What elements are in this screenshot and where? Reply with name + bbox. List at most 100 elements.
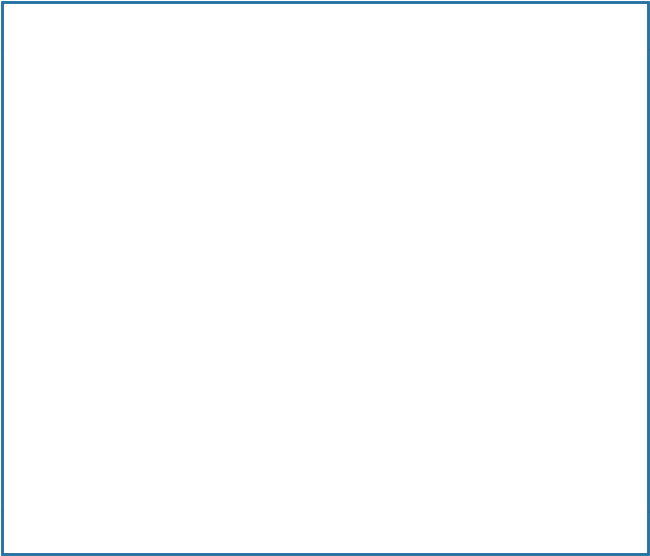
Text: No: No	[228, 356, 242, 366]
Text: Some: Some	[228, 423, 255, 433]
Text: –: –	[371, 423, 376, 433]
Text: No: No	[300, 158, 313, 168]
Text: 0.1: 0.1	[92, 381, 107, 391]
Text: COMMENTS: COMMENTS	[371, 21, 435, 31]
Text: No: No	[300, 339, 313, 349]
Text: Vel: Vel	[9, 473, 24, 483]
Text: LWᵃ: LWᵃ	[9, 423, 27, 433]
Text: Yes: Yes	[228, 473, 244, 483]
Bar	[2, 171, 648, 188]
Bar	[2, 154, 648, 171]
Text: Yes: Yes	[228, 53, 244, 63]
Text: Crᵃ: Crᵃ	[9, 242, 23, 252]
Text: Mild: Mild	[300, 175, 320, 185]
Text: No: No	[228, 158, 242, 168]
Text: Yes: Yes	[228, 381, 244, 391]
Text: No: No	[300, 473, 313, 483]
Text: Ykᵃ: Ykᵃ	[9, 356, 25, 366]
Text: ASSOCIATED
HTR: ASSOCIATED HTR	[228, 14, 297, 37]
Text: Xgᵃ only antigen in system: Xgᵃ only antigen in system	[371, 133, 502, 143]
Text: No: No	[300, 497, 313, 507]
Text: Ch1: Ch1	[9, 273, 29, 283]
Bar	[2, 67, 648, 97]
Text: 65 (males); 88 (females): 65 (males); 88 (females)	[92, 133, 213, 143]
Text: Inᵃ: Inᵃ	[9, 381, 22, 391]
Bar	[2, 196, 648, 214]
Text: 99: 99	[92, 398, 104, 408]
Text: Corresponds to HLA-B7, detectable on red cells: Corresponds to HLA-B7, detectable on red…	[371, 497, 602, 507]
Bar	[2, 129, 648, 146]
Text: Ge3: Ge3	[9, 217, 29, 227]
Text: HTR, haemolytic transfusion reactions; HDN, haemolytic disease of the newborn.
*: HTR, haemolytic transfusion reactions; H…	[9, 523, 417, 542]
Text: No: No	[300, 398, 313, 408]
Text: No: No	[300, 356, 313, 366]
Text: 10 antigens in CR system: 10 antigens in CR system	[371, 242, 497, 252]
Text: No: No	[300, 297, 313, 307]
Text: Part of DI system. Diᵃ: Part of DI system. Diᵃ	[371, 53, 476, 63]
Text: ASSOCIATED
HDN: ASSOCIATED HDN	[300, 14, 369, 37]
Bar	[2, 353, 648, 370]
Text: No: No	[300, 321, 313, 331]
Text: 100: 100	[92, 242, 110, 252]
Text: Belong to KN system of 5 antigens: Belong to KN system of 5 antigens	[371, 321, 541, 331]
Text: Diᵃ: Diᵃ	[9, 53, 23, 63]
Text: Inᵇ: Inᵇ	[9, 398, 23, 408]
Text: 100: 100	[92, 200, 110, 210]
Text: No: No	[300, 381, 313, 391]
Bar	[2, 511, 648, 554]
Bar	[2, 263, 648, 293]
Bar	[2, 419, 648, 436]
Text: No: No	[228, 273, 242, 283]
Text: Yes: Yes	[228, 77, 244, 87]
Text: One of 901 series;* complement binding: One of 901 series;* complement binding	[371, 473, 569, 483]
Bar	[2, 469, 648, 486]
Text: reside on C4: reside on C4	[371, 297, 432, 307]
Text: No: No	[228, 448, 242, 458]
Text: >99.9: >99.9	[92, 473, 122, 483]
Text: Some: Some	[228, 242, 255, 252]
Text: 92: 92	[92, 356, 104, 366]
Text: No: No	[228, 321, 242, 331]
Text: Sc2: Sc2	[9, 175, 27, 185]
Text: Xgᵃ: Xgᵃ	[9, 133, 26, 143]
Bar	[2, 49, 648, 67]
Text: Rarely: Rarely	[300, 133, 331, 143]
Text: Diᵇ: Diᵇ	[9, 77, 23, 87]
Text: >99.9: >99.9	[92, 217, 122, 227]
Text: 96: 96	[92, 273, 104, 283]
Text: 7 antigens in GE system: 7 antigens in GE system	[371, 200, 490, 210]
Text: Knᵃ: Knᵃ	[9, 321, 25, 331]
Text: Sc1: Sc1	[9, 158, 27, 168]
Text: <0.1: <0.1	[92, 108, 115, 118]
Text: One of 901 series* of high-incidence antigens: One of 901 series* of high-incidence ant…	[371, 448, 595, 458]
Text: Yes: Yes	[300, 77, 315, 87]
Text: No: No	[228, 339, 242, 349]
Text: No: No	[228, 175, 242, 185]
Text: No: No	[300, 273, 313, 283]
Text: Rg1: Rg1	[9, 297, 29, 307]
Text: No: No	[300, 200, 313, 210]
Text: 98: 98	[92, 339, 104, 349]
Text: 100: 100	[92, 77, 110, 87]
Bar	[2, 238, 648, 255]
Text: Rarely: Rarely	[228, 133, 259, 143]
Text: No: No	[228, 497, 242, 507]
Bar	[2, 318, 648, 335]
Text: More common in American Indians and North-
Central and East Asians: More common in American Indians and Nort…	[371, 71, 597, 93]
Text: approx. 15: approx. 15	[92, 497, 144, 507]
Bar	[2, 444, 648, 461]
Text: Yes: Yes	[300, 108, 315, 118]
Text: Bgᵃ: Bgᵃ	[9, 497, 26, 507]
Text: ANTIGEN FREQUENCY,
(%) CAUCASIANS: ANTIGEN FREQUENCY, (%) CAUCASIANS	[92, 14, 212, 37]
Text: Ge2: Ge2	[9, 200, 29, 210]
Text: McCᵃ: McCᵃ	[9, 339, 34, 349]
Bar	[2, 377, 648, 394]
Text: No: No	[300, 217, 313, 227]
Text: Yes: Yes	[300, 53, 315, 63]
Bar	[2, 394, 648, 411]
Text: No: No	[228, 297, 242, 307]
Text: <0.1: <0.1	[92, 175, 115, 185]
Bar	[2, 105, 648, 122]
Text: Some: Some	[228, 217, 255, 227]
Text: 9 antigens in CH/RG systems, reside on
chromosome 4: 9 antigens in CH/RG systems, reside on c…	[371, 267, 565, 289]
